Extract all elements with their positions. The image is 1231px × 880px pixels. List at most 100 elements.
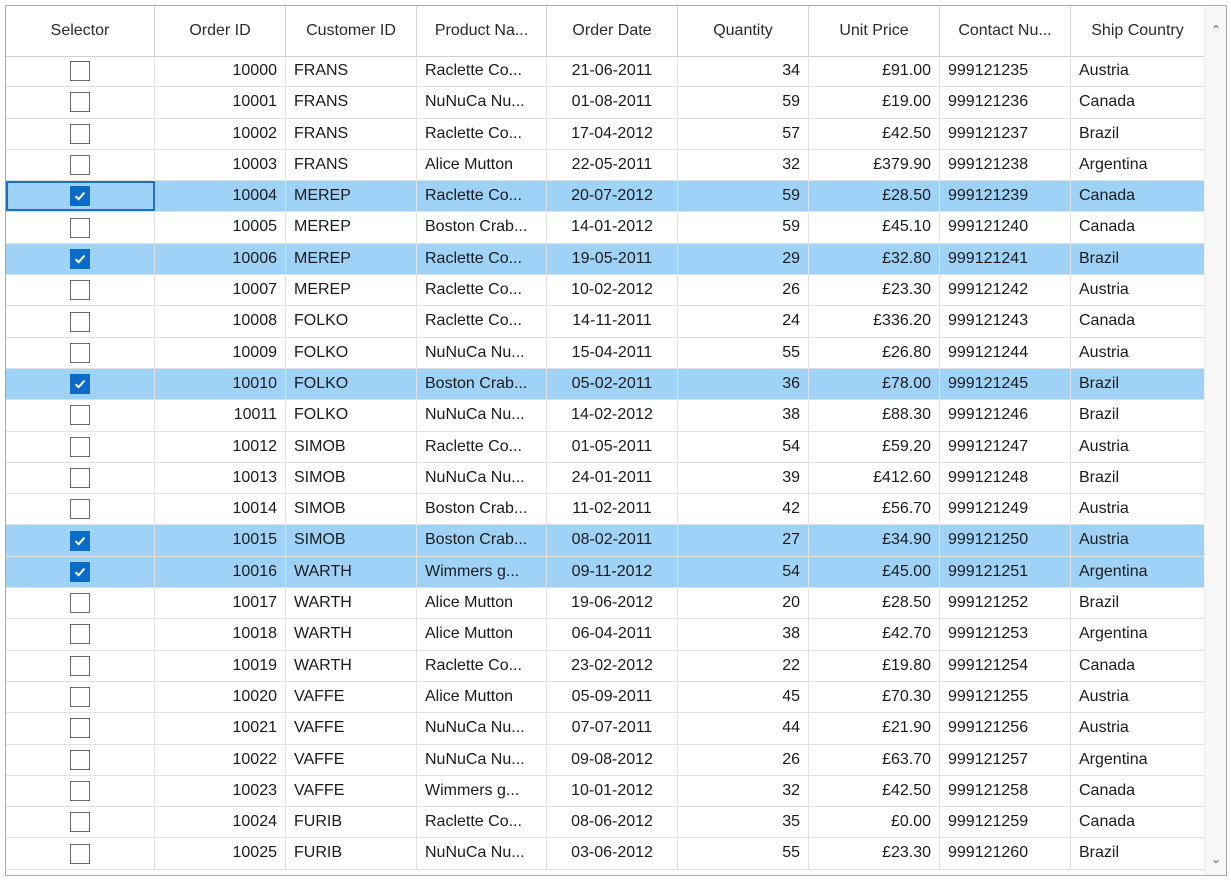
cell-ship-country[interactable]: Canada (1079, 218, 1136, 236)
cell-contact-number[interactable]: 999121259 (940, 807, 1071, 838)
cell-unit-price[interactable]: £42.50 (809, 775, 940, 807)
selector-cell[interactable] (6, 149, 155, 181)
cell-order-id[interactable]: 10020 (155, 681, 286, 713)
cell-customer-id[interactable]: FURIB (286, 838, 417, 869)
selector-cell[interactable] (6, 619, 155, 650)
cell-contact-number[interactable]: 999121238 (940, 149, 1071, 181)
cell-ship-country[interactable]: Austria (1079, 62, 1129, 79)
cell-quantity[interactable]: 26 (678, 744, 809, 775)
table-row[interactable]: 10018 WARTH Alice Mutton 06-04-2011 38 £42.70… (6, 619, 1204, 651)
cell-order-date[interactable]: 03-06-2012 (547, 838, 678, 869)
row-checkbox[interactable] (70, 780, 90, 801)
cell-order-date[interactable]: 09-08-2012 (547, 744, 678, 775)
cell-contact-number[interactable]: 999121240 (940, 212, 1071, 243)
cell-order-date[interactable]: 10-02-2012 (547, 275, 678, 306)
row-checkbox[interactable] (70, 155, 90, 176)
cell-unit-price[interactable]: £63.70 (809, 744, 940, 775)
cell-order-date[interactable]: 21-06-2011 (547, 56, 678, 87)
table-row[interactable]: 10006 MEREP Raclette Co... 19-05-2011 29 £32.… (6, 243, 1204, 276)
cell-order-id[interactable]: 10024 (155, 807, 286, 838)
cell-unit-price[interactable]: £19.00 (809, 87, 940, 118)
table-row[interactable]: 10002 FRANS Raclette Co... 17-04-2012 57 £42.… (6, 118, 1204, 150)
selector-cell[interactable] (6, 494, 155, 525)
table-row[interactable]: 10014 SIMOB Boston Crab... 11-02-2011 42 £56.… (6, 494, 1204, 526)
cell-quantity[interactable]: 20 (678, 588, 809, 619)
cell-unit-price[interactable]: £336.20 (809, 306, 940, 337)
cell-ship-country[interactable]: Canada (1079, 656, 1136, 674)
scroll-down-icon[interactable]: ⌄ (1210, 852, 1222, 866)
cell-ship-country[interactable]: Canada (1079, 93, 1136, 111)
column-header-contact-number[interactable]: Contact Nu... (940, 6, 1071, 56)
cell-order-id[interactable]: 10008 (155, 306, 286, 337)
cell-customer-id[interactable]: SIMOB (286, 525, 417, 556)
table-row[interactable]: 10001 FRANS NuNuCa Nu... 01-08-2011 59 £19.00… (6, 87, 1204, 119)
cell-customer-id[interactable]: FOLKO (286, 400, 417, 431)
cell-ship-country[interactable]: Argentina (1079, 562, 1148, 580)
cell-quantity[interactable]: 27 (678, 525, 809, 556)
cell-ship-country[interactable]: Austria (1079, 437, 1129, 455)
cell-quantity[interactable]: 45 (678, 681, 809, 713)
cell-order-id[interactable]: 10005 (155, 212, 286, 243)
cell-customer-id[interactable]: MEREP (286, 243, 417, 275)
table-row[interactable]: 10024 FURIB Raclette Co... 08-06-2012 35 £0.0… (6, 807, 1204, 839)
selector-cell[interactable] (6, 713, 155, 744)
cell-order-id[interactable]: 10007 (155, 275, 286, 306)
cell-quantity[interactable]: 59 (678, 212, 809, 243)
selector-cell[interactable] (6, 525, 155, 556)
cell-quantity[interactable]: 54 (678, 556, 809, 588)
cell-contact-number[interactable]: 999121235 (940, 56, 1071, 87)
table-row[interactable]: 10019 WARTH Raclette Co... 23-02-2012 22 £19.… (6, 650, 1204, 682)
cell-order-id[interactable]: 10003 (155, 149, 286, 181)
cell-quantity[interactable]: 42 (678, 494, 809, 525)
cell-unit-price[interactable]: £56.70 (809, 494, 940, 525)
row-checkbox[interactable] (70, 311, 90, 332)
cell-quantity[interactable]: 55 (678, 337, 809, 368)
row-checkbox[interactable] (70, 92, 90, 113)
cell-ship-country[interactable]: Canada (1079, 187, 1136, 205)
column-header-order-date[interactable]: Order Date (547, 6, 678, 56)
cell-order-date[interactable]: 19-05-2011 (547, 243, 678, 275)
cell-order-id[interactable]: 10016 (155, 556, 286, 588)
cell-order-id[interactable]: 10009 (155, 337, 286, 368)
cell-customer-id[interactable]: MEREP (286, 275, 417, 306)
cell-order-id[interactable]: 10023 (155, 775, 286, 807)
cell-order-id[interactable]: 10017 (155, 588, 286, 619)
table-row[interactable]: 10013 SIMOB NuNuCa Nu... 24-01-2011 39 £412.6… (6, 462, 1204, 495)
selector-cell[interactable] (6, 462, 155, 494)
cell-unit-price[interactable]: £28.50 (809, 588, 940, 619)
selector-cell[interactable] (6, 650, 155, 681)
cell-order-id[interactable]: 10021 (155, 713, 286, 744)
cell-quantity[interactable]: 22 (678, 650, 809, 681)
cell-customer-id[interactable]: SIMOB (286, 494, 417, 525)
table-row[interactable]: 10007 MEREP Raclette Co... 10-02-2012 26 £23.… (6, 275, 1204, 307)
cell-product-name[interactable]: Raclette Co... (417, 275, 547, 306)
cell-order-date[interactable]: 01-08-2011 (547, 87, 678, 118)
row-checkbox[interactable] (70, 217, 90, 238)
cell-customer-id[interactable]: SIMOB (286, 431, 417, 462)
cell-contact-number[interactable]: 999121236 (940, 87, 1071, 118)
cell-customer-id[interactable]: VAFFE (286, 744, 417, 775)
cell-customer-id[interactable]: WARTH (286, 556, 417, 588)
cell-contact-number[interactable]: 999121250 (940, 525, 1071, 556)
cell-quantity[interactable]: 35 (678, 807, 809, 838)
cell-product-name[interactable]: Wimmers g... (417, 556, 547, 588)
cell-order-date[interactable]: 08-02-2011 (547, 525, 678, 556)
selector-cell[interactable] (6, 243, 155, 275)
cell-order-id[interactable]: 10025 (155, 838, 286, 869)
cell-product-name[interactable]: Alice Mutton (417, 619, 547, 650)
selector-cell[interactable] (6, 838, 155, 869)
cell-ship-country[interactable]: Austria (1079, 531, 1129, 549)
row-checkbox[interactable] (70, 812, 90, 833)
cell-product-name[interactable]: Boston Crab... (417, 494, 547, 525)
cell-order-date[interactable]: 24-01-2011 (547, 462, 678, 494)
cell-contact-number[interactable]: 999121237 (940, 118, 1071, 149)
row-checkbox[interactable] (70, 655, 90, 676)
cell-order-date[interactable]: 11-02-2011 (547, 494, 678, 525)
selector-cell[interactable] (6, 118, 155, 149)
table-row[interactable]: 10004 MEREP Raclette Co... 20-07-2012 59 £28.… (6, 181, 1204, 213)
table-row[interactable]: 10008 FOLKO Raclette Co... 14-11-2011 24 £336… (6, 306, 1204, 338)
cell-ship-country[interactable]: Austria (1079, 500, 1129, 518)
cell-contact-number[interactable]: 999121241 (940, 243, 1071, 275)
cell-order-date[interactable]: 10-01-2012 (547, 775, 678, 807)
cell-contact-number[interactable]: 999121258 (940, 775, 1071, 807)
